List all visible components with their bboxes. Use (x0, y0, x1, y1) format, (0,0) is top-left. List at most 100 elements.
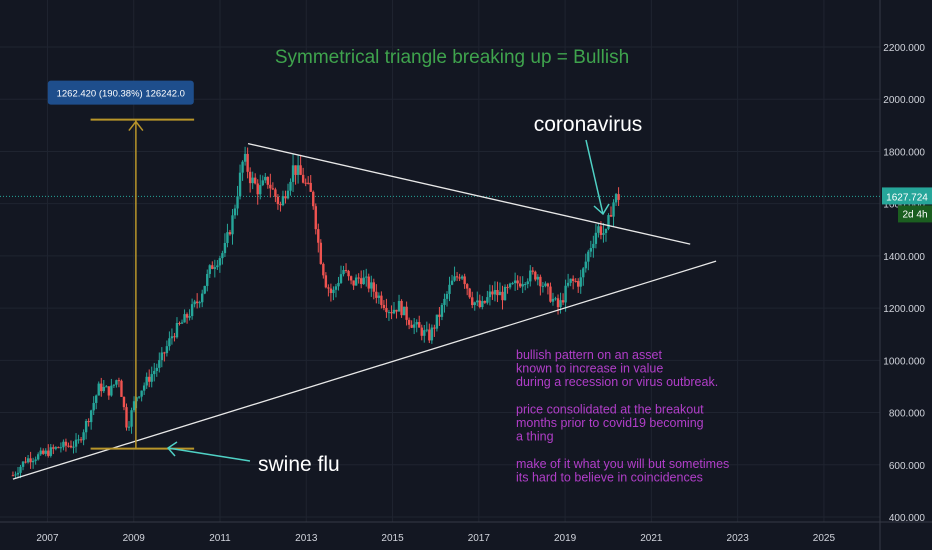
candle-body (339, 274, 343, 283)
measure-tool[interactable]: 1262.420 (190.38%) 126242.0 (47, 80, 195, 450)
candle-body (534, 271, 537, 280)
candle-body (203, 285, 206, 294)
candle-body (531, 270, 534, 272)
interval-tag-text: 2d 4h (902, 209, 927, 220)
candle-body (539, 276, 542, 287)
candle-body (57, 447, 60, 449)
candle-body (491, 291, 494, 295)
candle-body (390, 312, 393, 314)
candle-body (516, 280, 519, 284)
candle-body (49, 447, 52, 456)
candle-body (503, 286, 507, 301)
x-tick-label: 2007 (36, 533, 59, 544)
candle-body (31, 460, 35, 463)
candle-body (122, 396, 126, 408)
lower-trendline (12, 260, 717, 480)
candle-body (221, 253, 224, 259)
candle-body (52, 447, 55, 449)
candle-body (299, 165, 302, 175)
candle-body (246, 153, 249, 172)
candle-body (64, 441, 68, 446)
candle-body (140, 390, 143, 397)
candle-body (478, 300, 481, 308)
candle-body (334, 286, 338, 290)
candle-body (236, 196, 239, 209)
candle-body (256, 183, 259, 195)
candle-body (178, 323, 181, 325)
candle-body (251, 177, 254, 184)
candle-body (79, 439, 83, 441)
plot-area[interactable] (0, 0, 880, 522)
y-tick-label: 600.000 (889, 461, 926, 472)
candle-body (243, 153, 247, 162)
y-tick-label: 2200.000 (883, 43, 925, 54)
candle-body (324, 275, 328, 288)
candle-body (19, 466, 22, 473)
candle-body (549, 286, 552, 302)
candle-body (526, 281, 529, 285)
candle-body (107, 386, 111, 396)
candle-body (127, 426, 131, 428)
trendlines[interactable] (12, 142, 717, 480)
candle-body (39, 450, 42, 455)
candle-body (216, 265, 219, 268)
candle-body (405, 306, 408, 320)
x-tick-label: 2023 (727, 533, 750, 544)
candle-body (218, 258, 222, 266)
y-tick-label: 1000.000 (883, 356, 925, 367)
candle-body (286, 190, 290, 199)
candle-body (248, 171, 252, 184)
candle-body (521, 284, 524, 287)
candle-body (609, 215, 613, 217)
arrowhead-swine-flu (166, 441, 178, 457)
candle-body (513, 280, 517, 284)
note-line: months prior to covid19 becoming (516, 416, 704, 430)
annotation-coronavirus: coronavirus (534, 113, 643, 136)
candle-body (428, 329, 431, 341)
interval-label: 2d 4h (898, 205, 932, 223)
candle-body (67, 445, 70, 447)
candle-body (362, 277, 365, 285)
candle-body (455, 276, 459, 278)
candle-body (269, 184, 272, 189)
candle-body (206, 273, 209, 286)
candle-body (498, 291, 502, 296)
candle-body (329, 288, 333, 294)
candle-body (564, 285, 567, 303)
candle-body (569, 278, 572, 283)
candle-body (359, 278, 363, 285)
candle-body (231, 215, 234, 235)
y-tick-label: 1200.000 (883, 304, 925, 315)
candles (11, 146, 620, 479)
x-axis[interactable]: 2007 2009 2011 2013 2015 2017 2019 2021 2023 2025 (36, 533, 835, 544)
candle-body (89, 410, 93, 423)
candle-body (155, 367, 158, 371)
candle-body (115, 380, 118, 385)
candle-body (112, 384, 116, 386)
candle-body (511, 283, 514, 285)
candle-body (259, 185, 262, 195)
candle-body (571, 278, 575, 281)
candle-body (312, 191, 315, 207)
y-axis[interactable]: 400.000 600.000 800.000 1000.000 1200.000 140… (883, 43, 925, 524)
price-tag-bg (882, 187, 932, 205)
candle-body (582, 268, 585, 278)
candle-body (16, 472, 20, 475)
current-price-label: 1627.724 (882, 187, 932, 205)
x-tick-label: 2017 (468, 533, 491, 544)
candle-body (59, 447, 63, 449)
candle-body (226, 232, 229, 243)
candle-body (382, 304, 386, 308)
upper-trendline (247, 142, 691, 245)
note-line: a thing (516, 430, 554, 444)
candle-body (188, 316, 191, 318)
candle-body (153, 370, 156, 375)
candle-body (566, 282, 570, 286)
candle-body (372, 282, 376, 292)
candle-body (450, 280, 454, 285)
candle-body (183, 314, 186, 323)
candle-body (163, 352, 166, 354)
candle-body (289, 181, 292, 191)
candle-body (508, 283, 512, 288)
candle-body (584, 261, 587, 269)
